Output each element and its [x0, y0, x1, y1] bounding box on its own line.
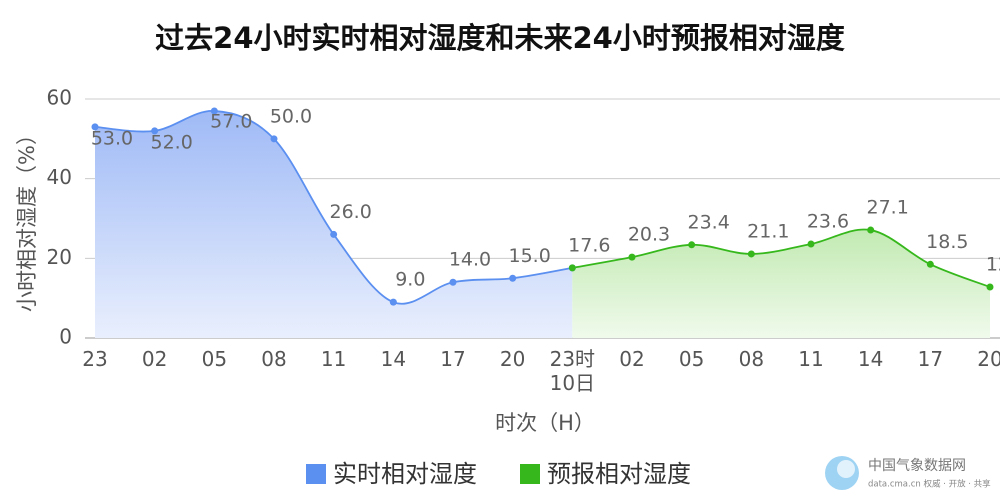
value-label: 26.0 — [330, 201, 372, 223]
point — [509, 274, 517, 282]
value-label: 20.3 — [628, 224, 670, 246]
x-tick-label: 17 — [917, 347, 944, 371]
x-tick-label: 20 — [977, 347, 1000, 371]
chart-title: 过去24小时实时相对湿度和未来24小时预报相对湿度 — [155, 21, 845, 55]
value-label: 17.6 — [568, 234, 610, 256]
value-label: 12.8 — [986, 254, 1000, 276]
value-label: 53.0 — [91, 127, 133, 149]
x-tick-label: 17 — [440, 347, 466, 371]
legend-label: 预报相对湿度 — [547, 460, 691, 488]
x-tick-label: 14 — [380, 347, 407, 371]
x-tick-label: 05 — [201, 347, 228, 371]
area — [572, 229, 990, 338]
x-tick-label: 02 — [619, 347, 645, 371]
y-axis-label: 小时相对湿度（%） — [15, 124, 39, 312]
logo-icon — [837, 460, 855, 478]
y-tick-label: 40 — [47, 165, 72, 189]
x-tick-label: 11 — [798, 347, 824, 371]
logo: 中国气象数据网 data.cma.cn 权威 · 开放 · 共享 — [825, 456, 991, 490]
value-label: 18.5 — [926, 231, 968, 253]
point — [807, 240, 815, 248]
point — [867, 226, 875, 234]
value-label: 23.4 — [688, 211, 730, 233]
point — [628, 253, 636, 261]
point — [270, 135, 278, 143]
x-tick-label: 20 — [499, 347, 526, 371]
y-tick-label: 60 — [47, 86, 72, 110]
x-tick-label: 11 — [320, 347, 347, 371]
x-axis-label: 时次（H） — [495, 411, 595, 435]
point — [568, 264, 576, 272]
value-label: 27.1 — [867, 197, 909, 219]
point — [151, 127, 159, 135]
value-label: 52.0 — [151, 131, 193, 153]
value-label: 23.6 — [807, 210, 849, 232]
legend-swatch — [520, 464, 540, 484]
x-tick-label: 14 — [857, 347, 884, 371]
value-label: 15.0 — [509, 245, 551, 267]
value-label: 14.0 — [449, 249, 491, 271]
point — [330, 230, 338, 238]
legend-label: 实时相对湿度 — [333, 460, 477, 488]
x-tick-label: 23 — [82, 347, 108, 371]
point — [926, 260, 934, 268]
point — [688, 241, 696, 249]
area — [95, 110, 573, 338]
point — [210, 107, 218, 115]
x-tick-label: 08 — [261, 347, 287, 371]
value-label: 9.0 — [395, 269, 425, 291]
legend-swatch — [306, 464, 326, 484]
x-tick-label: 05 — [678, 347, 705, 371]
value-label: 57.0 — [210, 110, 252, 132]
logo-tagline: data.cma.cn 权威 · 开放 · 共享 — [868, 479, 991, 490]
point — [389, 298, 397, 306]
y-tick-label: 20 — [47, 245, 72, 269]
x-tick-label: 08 — [738, 347, 765, 371]
x-tick-label: 23时 10日 — [549, 347, 596, 395]
logo-name: 中国气象数据网 — [868, 458, 966, 474]
y-tick-label: 0 — [59, 325, 72, 349]
x-tick-label: 02 — [141, 347, 168, 371]
point — [91, 123, 99, 131]
value-label: 50.0 — [270, 105, 312, 127]
point — [747, 250, 755, 258]
line — [572, 228, 991, 288]
point — [449, 278, 457, 286]
point — [986, 283, 994, 291]
value-label: 21.1 — [747, 220, 789, 242]
